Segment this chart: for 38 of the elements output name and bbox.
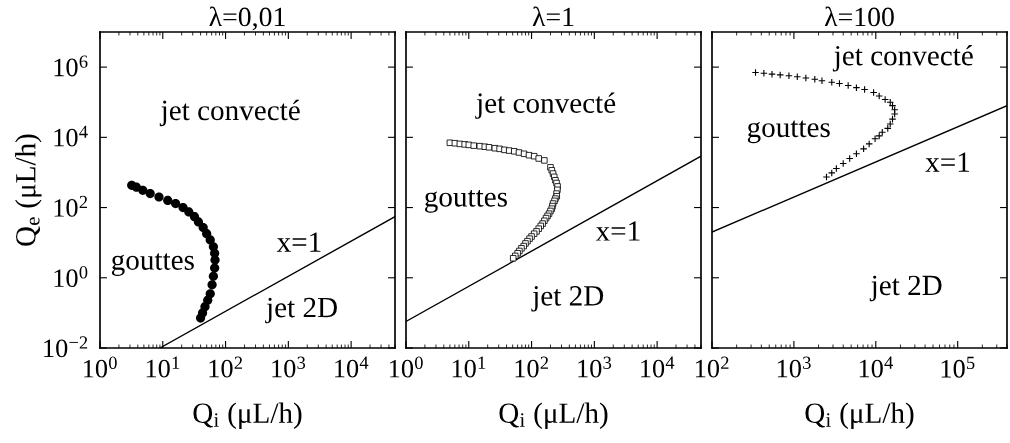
y-tick-label: 10$^{−2}$	[44, 336, 88, 358]
x-tick-label: 10$^{2}$	[515, 356, 549, 378]
annotation: x=1	[925, 152, 970, 172]
x-tick-label: 10$^{4}$	[641, 356, 675, 378]
annotation: x=1	[276, 232, 321, 252]
x-axis-title: Q$_{i}$ (μL/h)	[499, 402, 608, 429]
x-tick-label: 10$^{3}$	[272, 356, 306, 378]
annotation: x=1	[595, 221, 640, 241]
y-tick-label: 10$^{0}$	[54, 266, 88, 288]
x-tick-label: 10$^{3}$	[578, 356, 612, 378]
x-tick-label: 10$^{1}$	[452, 356, 486, 378]
annotation: jet convecté	[832, 44, 973, 72]
annotation: jet 2D	[531, 286, 604, 312]
annotation: gouttes	[425, 189, 507, 213]
annotation: gouttes	[111, 253, 194, 276]
x-tick-label: 10$^{0}$	[83, 356, 117, 378]
x-tick-label: 10$^{3}$	[777, 356, 811, 378]
annotation: jet 2D	[869, 275, 942, 302]
x-tick-label: 10$^{0}$	[389, 356, 423, 378]
chart-title: λ=100	[824, 6, 894, 27]
x-tick-label: 10$^{5}$	[941, 356, 975, 378]
annotation: jet 2D	[265, 297, 337, 324]
y-axis-title: Q$_{e}$ (μL/h)	[15, 134, 42, 246]
x-tick-label: 10$^{4}$	[859, 356, 893, 378]
chart-title: λ=0,01	[209, 6, 285, 31]
x-tick-label: 10$^{4}$	[335, 356, 369, 378]
x-tick-label: 10$^{2}$	[695, 356, 729, 378]
annotation: gouttes	[747, 120, 830, 144]
y-tick-label: 10$^{2}$	[54, 195, 88, 217]
x-axis-title: Q$_{i}$ (μL/h)	[805, 402, 914, 429]
x-tick-label: 10$^{2}$	[209, 356, 243, 378]
annotation: jet convecté	[475, 92, 616, 119]
y-tick-label: 10$^{4}$	[54, 125, 88, 147]
chart-title: λ=1	[532, 6, 574, 27]
x-tick-label: 10$^{1}$	[146, 356, 180, 378]
y-tick-label: 10$^{6}$	[54, 55, 88, 77]
x-axis-title: Q$_{i}$ (μL/h)	[193, 402, 302, 429]
annotation: jet convecté	[159, 99, 300, 127]
